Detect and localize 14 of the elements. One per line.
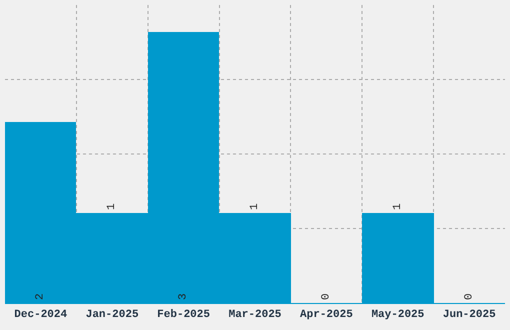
x-tick-label: Jun-2025 bbox=[442, 309, 496, 322]
x-tick-label: Apr-2025 bbox=[300, 309, 354, 322]
data-label: 1 bbox=[249, 203, 261, 210]
data-label: 0 bbox=[464, 293, 476, 300]
data-label: 1 bbox=[106, 203, 118, 210]
data-label: 1 bbox=[392, 203, 404, 210]
x-tick-label: Dec-2024 bbox=[14, 309, 68, 322]
x-tick-label: Jan-2025 bbox=[86, 309, 139, 322]
x-tick-label: May-2025 bbox=[371, 309, 425, 322]
data-label: 3 bbox=[178, 293, 190, 300]
x-tick-label: Feb-2025 bbox=[157, 309, 210, 322]
data-label: 0 bbox=[320, 293, 332, 300]
x-tick-label: Mar-2025 bbox=[228, 309, 282, 322]
data-label: 2 bbox=[34, 293, 46, 300]
